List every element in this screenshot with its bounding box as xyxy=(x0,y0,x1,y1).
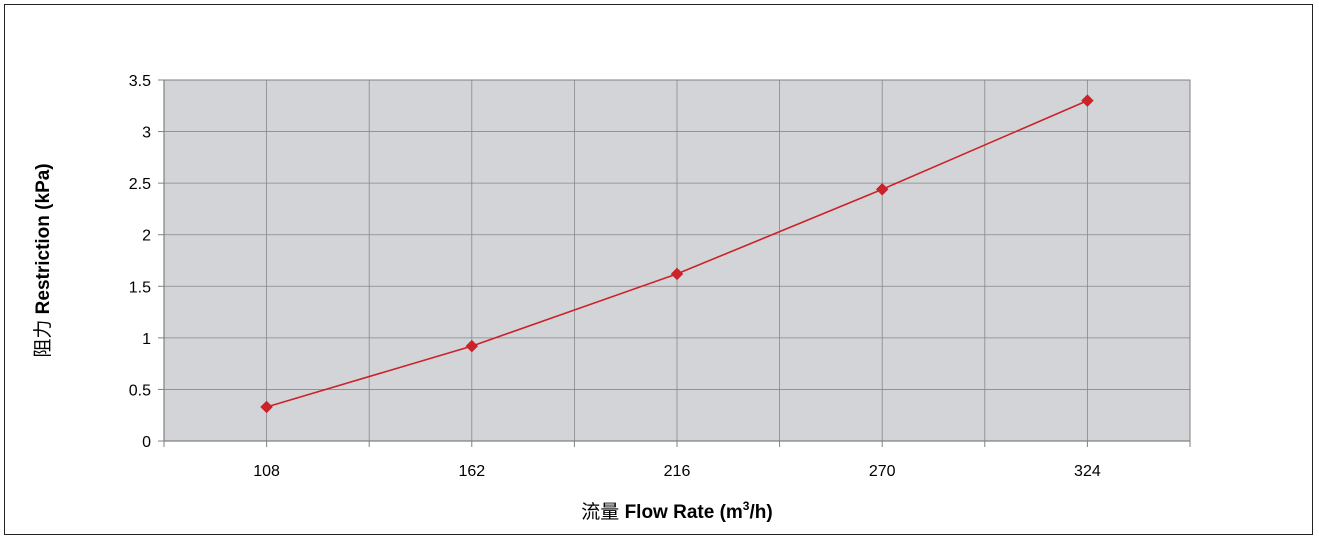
y-tick-label: 1.5 xyxy=(129,279,151,296)
x-tick-label: 324 xyxy=(1074,463,1101,480)
x-tick-label: 270 xyxy=(869,463,896,480)
x-axis-title-main: Flow Rate (m xyxy=(625,502,743,523)
vertical-gridlines xyxy=(266,80,1088,441)
x-tick-label: 108 xyxy=(253,463,280,480)
y-tick-label: 1 xyxy=(142,331,151,348)
series-layer xyxy=(260,94,1094,414)
x-tick-label: 162 xyxy=(458,463,485,480)
y-tick-label: 2.5 xyxy=(129,176,151,193)
data-point-marker xyxy=(465,339,479,353)
data-point-marker xyxy=(875,182,889,196)
data-point-marker xyxy=(1081,94,1094,107)
x-tick-labels: 108 162 216 270 324 xyxy=(163,441,1191,480)
y-tick-label: 3 xyxy=(142,125,151,142)
y-axis-title: 阻力 Restriction (kPa) xyxy=(32,163,54,357)
x-axis-title-sup: 3 xyxy=(743,499,750,513)
x-axis-title-prefix: 流量 xyxy=(581,501,624,523)
y-tick-label: 0.5 xyxy=(129,382,151,399)
y-axis-title-prefix: 阻力 xyxy=(32,314,54,357)
data-point-marker xyxy=(670,267,684,281)
y-tick-label: 0 xyxy=(142,434,151,451)
x-axis-title-suffix: /h) xyxy=(749,502,772,523)
y-axis-title-main: Restriction (kPa) xyxy=(33,163,54,314)
x-axis-title: 流量 Flow Rate (m3/h) xyxy=(581,499,772,523)
y-tick-label: 3.5 xyxy=(129,73,151,90)
y-tick-labels: 0 0.5 1 1.5 2 2.5 3 3.5 xyxy=(129,73,164,451)
x-tick-label: 216 xyxy=(664,463,691,480)
data-point-marker xyxy=(260,400,273,414)
y-tick-label: 2 xyxy=(142,228,151,245)
